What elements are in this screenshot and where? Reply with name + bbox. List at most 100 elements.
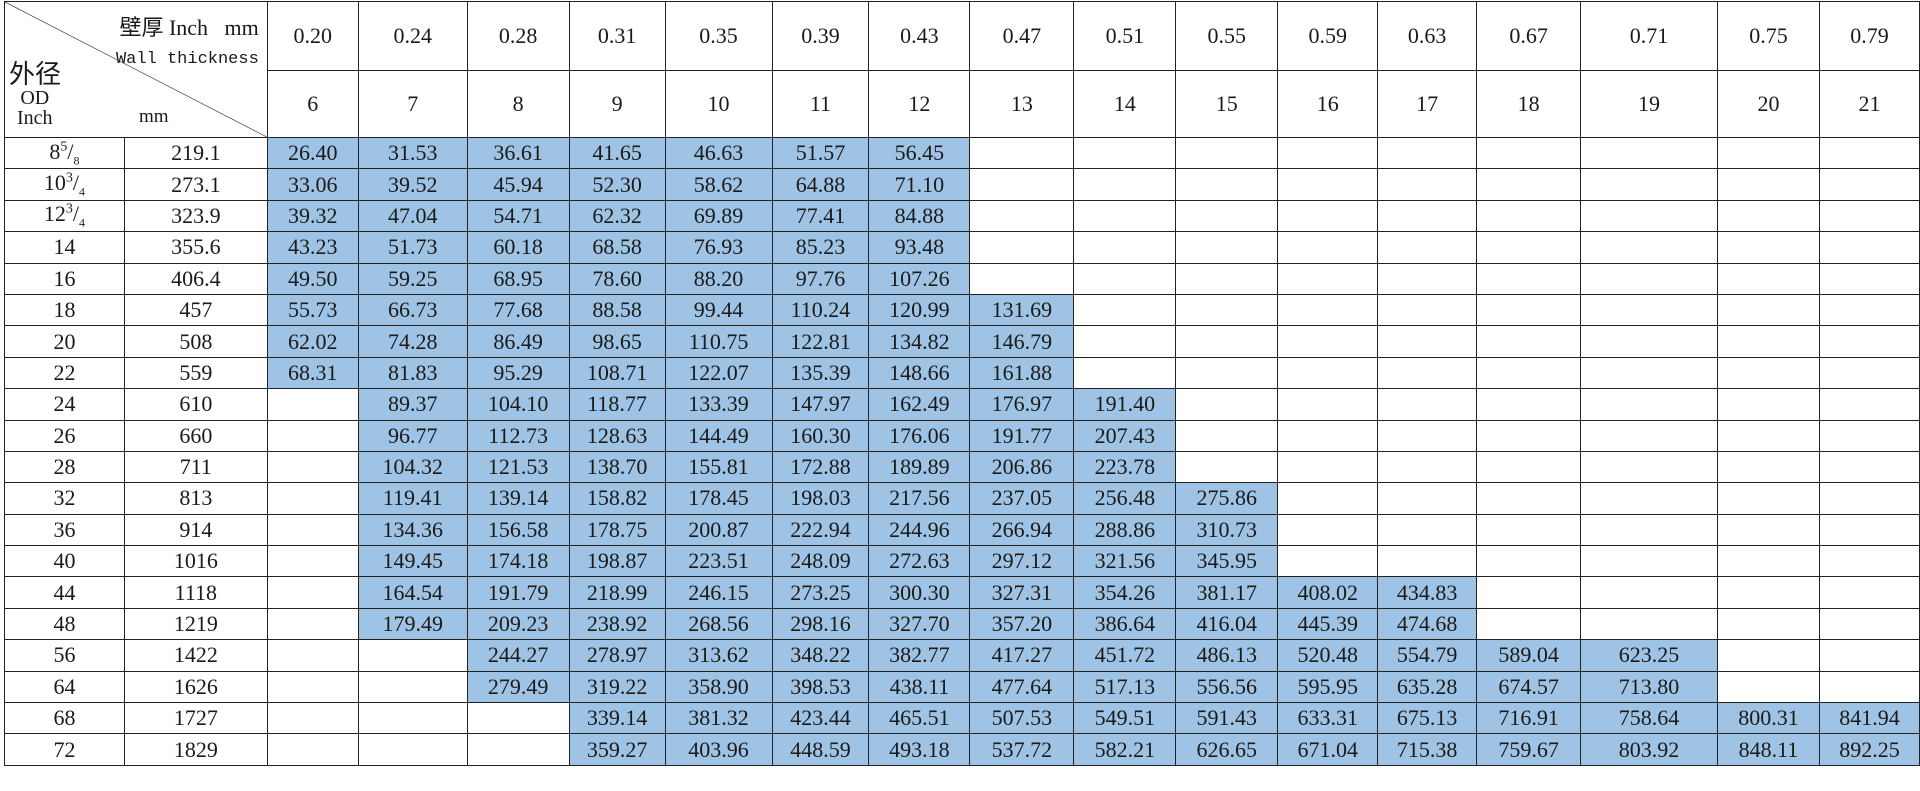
weight-cell: 674.57 — [1476, 670, 1582, 704]
wall-mm-header: 14 — [1073, 70, 1177, 138]
weight-cell — [1580, 262, 1718, 295]
weight-cell: 268.56 — [664, 607, 773, 641]
wall-mm-header: 18 — [1476, 70, 1582, 138]
weight-cell: 148.66 — [868, 356, 971, 390]
od-mm-cell: 914 — [123, 513, 268, 547]
wall-inch-header: 0.47 — [969, 1, 1075, 71]
weight-cell: 71.10 — [868, 168, 971, 201]
weight-cell: 554.79 — [1377, 639, 1478, 672]
od-mm-cell: 457 — [123, 293, 268, 327]
weight-cell: 158.82 — [568, 482, 666, 515]
wall-thickness-label-en: Wall thickness — [115, 50, 259, 69]
od-inch-whole: 32 — [53, 485, 76, 511]
weight-cell — [1818, 231, 1920, 264]
weight-cell: 121.53 — [466, 450, 570, 484]
weight-cell — [357, 639, 468, 672]
weight-cell: 122.07 — [664, 356, 773, 390]
weight-cell: 339.14 — [568, 702, 666, 735]
weight-cell: 218.99 — [568, 576, 666, 609]
weight-cell — [466, 702, 570, 735]
od-mm-cell: 559 — [123, 356, 268, 390]
weight-cell: 477.64 — [969, 670, 1075, 704]
od-mm-cell: 711 — [123, 450, 268, 484]
weight-cell: 537.72 — [969, 733, 1075, 766]
weight-cell: 288.86 — [1073, 513, 1177, 547]
weight-cell: 434.83 — [1377, 576, 1478, 609]
header-row-inch: 壁厚 Inch mm Wall thickness 外径 OD Inch mm 0… — [4, 1, 1920, 138]
weight-cell — [1073, 262, 1177, 295]
weight-cell — [1476, 231, 1582, 264]
weight-cell: 848.11 — [1716, 733, 1820, 766]
weight-cell: 445.39 — [1277, 607, 1379, 641]
weight-cell: 246.15 — [664, 576, 773, 609]
od-mm-cell: 219.1 — [123, 136, 268, 170]
weight-cell — [1818, 639, 1920, 672]
table-row: 48 1219 179.49 209.23 238.92 268.56 298.16 327.… — [4, 607, 1920, 641]
weight-cell: 49.50 — [266, 262, 359, 295]
weight-cell: 144.49 — [664, 419, 773, 452]
weight-cell: 671.04 — [1277, 733, 1379, 766]
weight-cell: 556.56 — [1175, 670, 1279, 704]
weight-cell — [1716, 262, 1820, 295]
od-inch-whole: 12 — [43, 201, 66, 227]
weight-cell — [266, 670, 359, 704]
weight-cell: 93.48 — [868, 231, 971, 264]
weight-cell — [1277, 262, 1379, 295]
weight-cell: 438.11 — [868, 670, 971, 704]
weight-cell — [1580, 545, 1718, 578]
od-inch-numerator: 3 — [65, 170, 73, 186]
weight-cell: 591.43 — [1175, 702, 1279, 735]
weight-cell: 716.91 — [1476, 702, 1582, 735]
table-row: 18 457 55.73 66.73 77.68 88.58 99.44 110.24 120.… — [4, 293, 1920, 327]
weight-cell: 135.39 — [771, 356, 870, 390]
weight-cell: 298.16 — [771, 607, 870, 641]
od-mm-cell: 610 — [123, 388, 268, 421]
weight-cell — [1580, 199, 1718, 233]
od-inch-whole: 16 — [53, 265, 76, 291]
weight-cell — [1377, 388, 1478, 421]
weight-cell: 327.70 — [868, 607, 971, 641]
weight-cell — [1377, 136, 1478, 170]
weight-cell — [1175, 199, 1279, 233]
od-mm-label: mm — [139, 106, 169, 127]
weight-cell: 89.37 — [357, 388, 468, 421]
weight-cell: 156.58 — [466, 513, 570, 547]
weight-cell — [1818, 513, 1920, 547]
weight-cell — [1818, 450, 1920, 484]
weight-cell — [1716, 168, 1820, 201]
weight-cell: 451.72 — [1073, 639, 1177, 672]
table-row: 28 711 104.32 121.53 138.70 155.81 172.88 189.8… — [4, 450, 1920, 484]
weight-cell — [1580, 293, 1718, 327]
weight-cell: 549.51 — [1073, 702, 1177, 735]
weight-cell — [1476, 262, 1582, 295]
od-inch-whole: 28 — [53, 454, 76, 480]
weight-cell: 64.88 — [771, 168, 870, 201]
weight-cell — [1580, 168, 1718, 201]
weight-cell — [1175, 262, 1279, 295]
weight-cell: 45.94 — [466, 168, 570, 201]
weight-cell: 139.14 — [466, 482, 570, 515]
weight-cell: 416.04 — [1175, 607, 1279, 641]
od-inch-cell: 103/4 — [4, 168, 125, 201]
weight-cell: 381.32 — [664, 702, 773, 735]
weight-cell — [266, 607, 359, 641]
od-inch-cell: 28 — [4, 450, 125, 484]
table-row: 36 914 134.36 156.58 178.75 200.87 222.94 244.9… — [4, 513, 1920, 547]
weight-cell — [1818, 482, 1920, 515]
weight-cell — [357, 702, 468, 735]
od-inch-cell: 48 — [4, 607, 125, 641]
weight-cell: 275.86 — [1175, 482, 1279, 515]
weight-cell: 386.64 — [1073, 607, 1177, 641]
weight-cell: 626.65 — [1175, 733, 1279, 766]
weight-cell — [1818, 168, 1920, 201]
weight-cell — [1476, 293, 1582, 327]
weight-cell: 297.12 — [969, 545, 1075, 578]
weight-cell — [266, 576, 359, 609]
weight-cell — [969, 168, 1075, 201]
weight-cell — [1073, 293, 1177, 327]
weight-cell — [1476, 450, 1582, 484]
weight-cell: 623.25 — [1580, 639, 1718, 672]
weight-cell: 448.59 — [771, 733, 870, 766]
weight-cell: 358.90 — [664, 670, 773, 704]
weight-cell: 39.32 — [266, 199, 359, 233]
